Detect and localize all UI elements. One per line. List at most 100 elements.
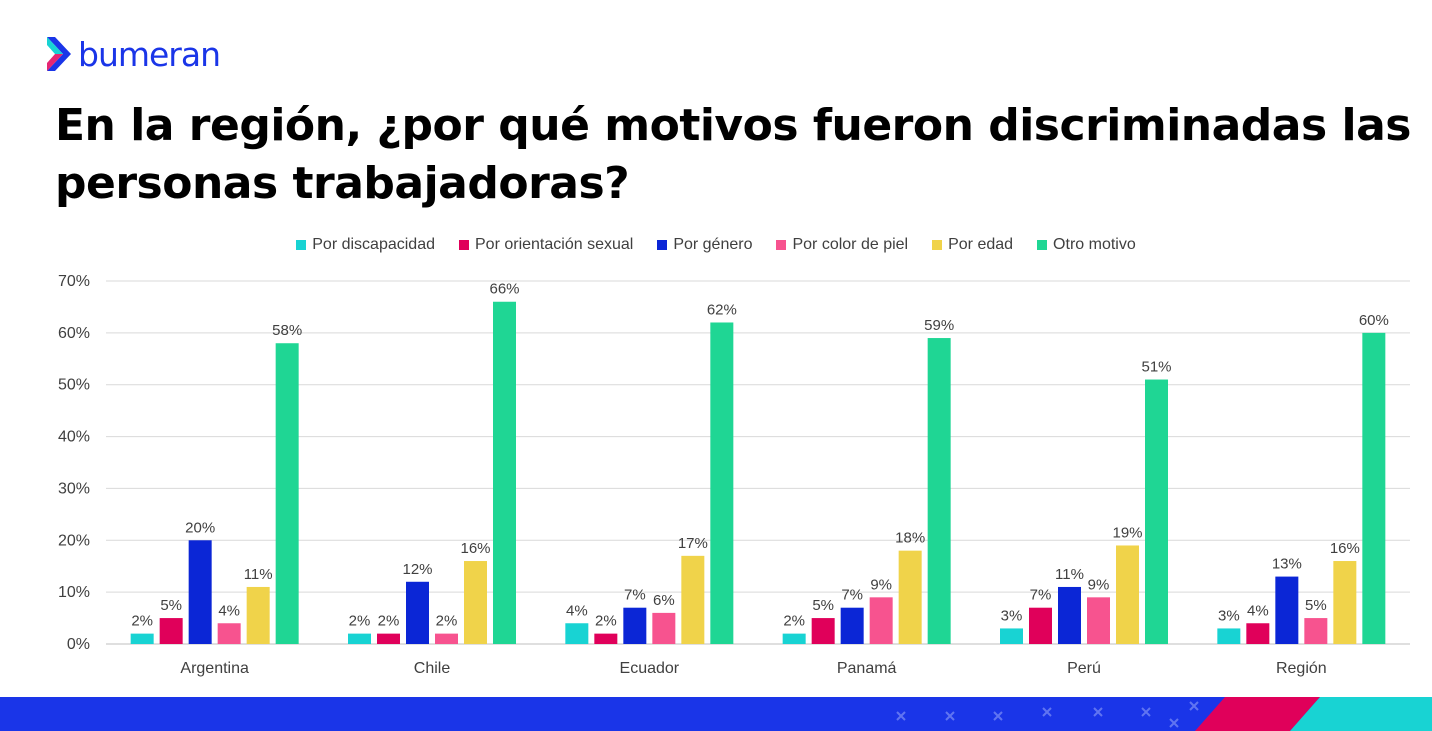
data-label: 2% xyxy=(436,613,458,630)
bar xyxy=(1246,623,1270,644)
data-label: 3% xyxy=(1001,607,1023,624)
bar xyxy=(623,607,647,644)
brand-name: bumeran xyxy=(78,34,221,74)
legend-item: Por orientación sexual xyxy=(459,236,633,254)
bar xyxy=(1058,586,1081,644)
data-label: 2% xyxy=(131,613,153,630)
bar xyxy=(927,338,951,644)
bar xyxy=(406,581,429,644)
legend-label: Otro motivo xyxy=(1053,236,1136,253)
data-label: 12% xyxy=(402,561,432,578)
bar xyxy=(1116,545,1139,644)
data-label: 7% xyxy=(841,587,863,604)
bar xyxy=(246,586,270,644)
bar xyxy=(348,633,371,644)
bar xyxy=(1217,628,1241,644)
data-label: 2% xyxy=(349,613,371,630)
data-label: 58% xyxy=(272,322,302,339)
legend-label: Por orientación sexual xyxy=(475,236,634,253)
data-label: 2% xyxy=(378,613,400,630)
bar xyxy=(188,540,212,644)
y-tick-label: 0% xyxy=(67,636,90,653)
bar xyxy=(130,633,154,644)
data-label: 2% xyxy=(783,613,805,630)
data-label: 5% xyxy=(160,597,182,614)
data-label: 9% xyxy=(1088,576,1110,593)
bar xyxy=(1333,561,1357,644)
data-label: 9% xyxy=(870,576,892,593)
data-label: 7% xyxy=(1030,587,1052,604)
data-label: 4% xyxy=(566,602,588,619)
bar xyxy=(710,322,734,644)
data-label: 6% xyxy=(653,592,675,609)
bar xyxy=(159,618,183,644)
page-title: En la región, ¿por qué motivos fueron di… xyxy=(55,100,1411,209)
legend-item: Por edad xyxy=(932,236,1013,254)
data-label: 19% xyxy=(1112,524,1142,541)
data-label: 2% xyxy=(595,613,617,630)
bar xyxy=(217,623,241,644)
data-label: 4% xyxy=(1247,602,1269,619)
data-label: 51% xyxy=(1141,359,1171,376)
data-label: 59% xyxy=(924,317,954,334)
bar xyxy=(681,555,705,644)
legend-swatch xyxy=(932,240,943,250)
x-tick-label: Chile xyxy=(414,660,451,677)
legend-swatch xyxy=(1037,240,1048,250)
bar xyxy=(435,633,458,644)
data-label: 66% xyxy=(489,281,519,298)
data-label: 11% xyxy=(1055,566,1084,583)
bar xyxy=(869,597,893,644)
data-label: 5% xyxy=(1305,597,1327,614)
y-tick-label: 60% xyxy=(58,325,90,342)
data-label: 3% xyxy=(1218,607,1240,624)
x-tick-label: Perú xyxy=(1067,660,1101,677)
y-tick-label: 40% xyxy=(58,429,90,446)
data-label: 18% xyxy=(895,530,925,547)
data-label: 13% xyxy=(1272,556,1302,573)
data-label: 16% xyxy=(460,540,490,557)
x-tick-label: Región xyxy=(1276,660,1327,677)
legend-label: Por edad xyxy=(948,236,1014,253)
data-label: 17% xyxy=(678,535,708,552)
bar xyxy=(811,618,835,644)
legend-swatch xyxy=(459,240,469,250)
bar xyxy=(898,550,922,644)
data-label: 5% xyxy=(812,597,834,614)
legend-item: Por discapacidad xyxy=(296,236,435,254)
data-label: 7% xyxy=(624,587,646,604)
bar xyxy=(1000,628,1023,644)
legend-item: Por color de piel xyxy=(776,236,908,254)
chevron-logo-icon xyxy=(47,37,71,71)
legend-label: Por color de piel xyxy=(792,236,909,253)
bar xyxy=(652,612,676,644)
data-label: 11% xyxy=(244,566,273,583)
bar xyxy=(1087,597,1110,644)
x-tick-label: Panamá xyxy=(837,660,897,677)
chart-legend: Por discapacidad Por orientación sexual Po… xyxy=(0,236,1432,254)
y-tick-label: 10% xyxy=(58,584,90,601)
data-label: 60% xyxy=(1359,312,1389,329)
bar xyxy=(1029,607,1052,644)
legend-item: Por género xyxy=(657,236,752,254)
legend-item: Otro motivo xyxy=(1037,236,1136,254)
data-label: 4% xyxy=(218,602,240,619)
x-tick-label: Ecuador xyxy=(620,660,680,677)
brand-logo: bumeran xyxy=(44,32,221,76)
data-label: 62% xyxy=(707,301,737,318)
bar xyxy=(1275,576,1299,644)
bar-chart: 0% 10% 20% 30% 40% 50% 60% 70% 2% 5% 20% 4% 11% 58% Ar… xyxy=(58,273,1410,677)
legend-label: Por discapacidad xyxy=(312,236,435,253)
bar xyxy=(377,633,400,644)
bar xyxy=(1362,332,1386,644)
bar xyxy=(782,633,806,644)
x-tick-label: Argentina xyxy=(180,660,249,677)
bar xyxy=(1145,379,1168,644)
y-tick-label: 50% xyxy=(58,377,90,394)
bar xyxy=(275,343,299,644)
bar xyxy=(840,607,864,644)
data-label: 20% xyxy=(185,519,215,536)
bar xyxy=(594,633,618,644)
data-label: 16% xyxy=(1330,540,1360,557)
bar xyxy=(493,301,516,644)
